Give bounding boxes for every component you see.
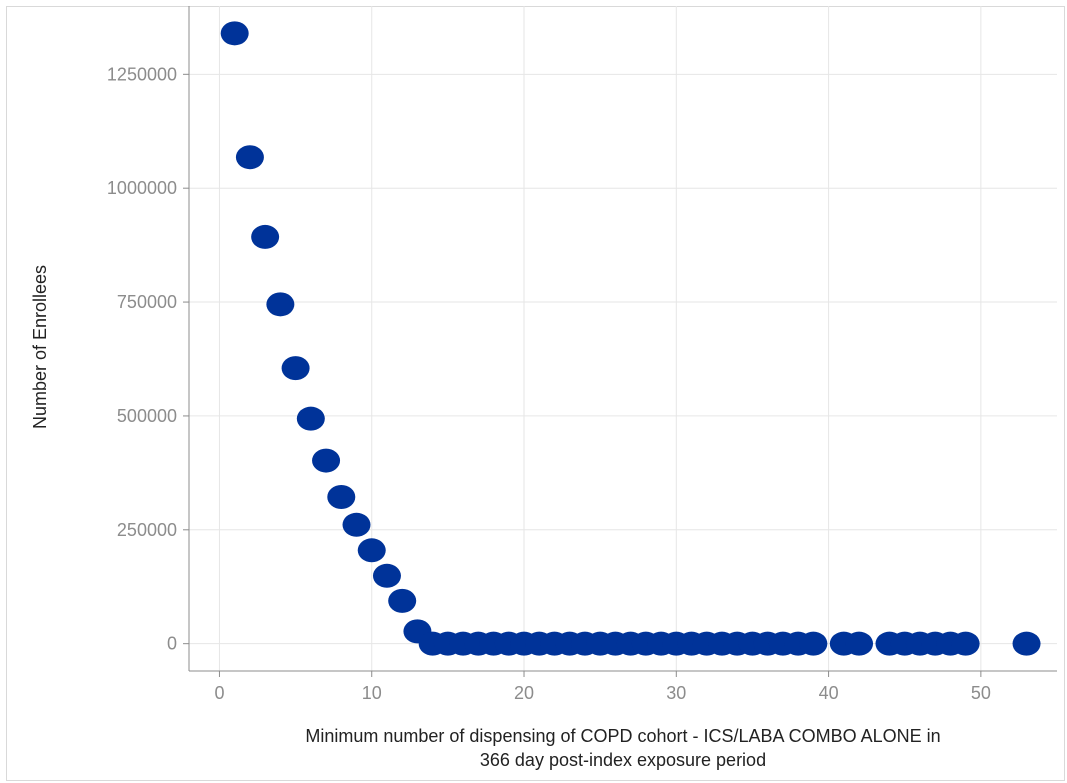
data-point [342, 512, 371, 537]
y-tick-label: 250000 [117, 520, 177, 540]
data-point [799, 631, 828, 656]
data-point [388, 588, 417, 613]
x-tick-label: 30 [666, 683, 686, 703]
x-tick-label: 10 [362, 683, 382, 703]
data-point [235, 145, 264, 170]
data-point [372, 563, 401, 588]
tick-labels: 0 10 20 30 40 50 0 250000 500000 750000 1000000 125… [107, 64, 991, 703]
x-tick-label: 50 [971, 683, 991, 703]
data-point [951, 631, 980, 656]
y-tick-label: 750000 [117, 292, 177, 312]
x-axis-title-line-1: Minimum number of dispensing of COPD coh… [305, 726, 940, 746]
x-tick-label: 40 [819, 683, 839, 703]
data-point [327, 485, 356, 510]
data-point [357, 538, 386, 563]
x-tick-label: 0 [214, 683, 224, 703]
axes [188, 6, 1057, 672]
data-points [220, 21, 1041, 656]
x-tick-label: 20 [514, 683, 534, 703]
data-point [220, 21, 249, 46]
y-axis-title: Number of Enrollees [30, 265, 50, 429]
y-tick-label: 1250000 [107, 64, 177, 84]
data-point [266, 292, 295, 317]
y-tick-label: 1000000 [107, 178, 177, 198]
y-tick-label: 500000 [117, 406, 177, 426]
data-point [1012, 631, 1041, 656]
chart-frame [6, 6, 1065, 781]
data-point [281, 356, 310, 381]
data-point [845, 631, 874, 656]
grid-lines [189, 6, 1057, 671]
data-point [296, 406, 325, 431]
data-point [312, 448, 341, 473]
y-tick-label: 0 [167, 634, 177, 654]
x-axis-title-line-2: 366 day post-index exposure period [480, 750, 766, 770]
data-point [251, 224, 280, 249]
